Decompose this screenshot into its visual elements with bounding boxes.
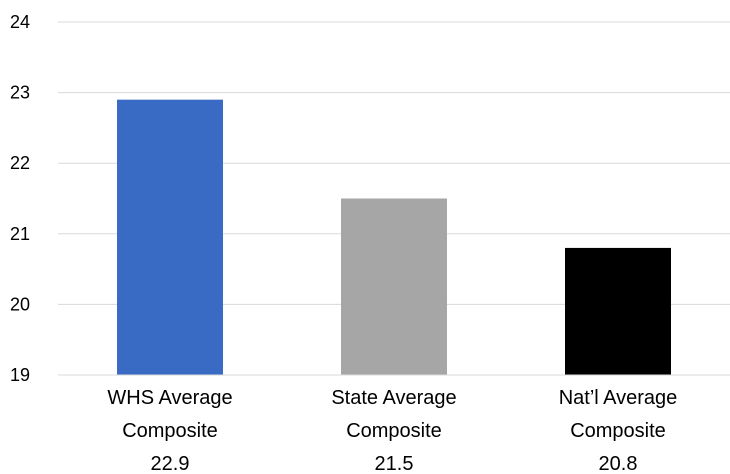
bar — [565, 247, 671, 375]
bar-value-label: 21.5 — [375, 453, 414, 474]
x-category-label: WHS Average — [107, 387, 232, 409]
bar-value-label: 22.9 — [151, 453, 190, 474]
y-axis-tick-labels: 19 20 21 22 23 24 — [10, 12, 30, 385]
bars — [117, 99, 671, 375]
y-tick-label: 23 — [10, 83, 30, 103]
x-category-label: Composite — [346, 420, 442, 442]
bar-value-label: 20.8 — [599, 453, 638, 474]
x-category-label: State Average — [331, 387, 456, 409]
y-tick-label: 20 — [10, 294, 30, 314]
bar — [117, 99, 223, 375]
y-tick-label: 22 — [10, 153, 30, 173]
x-category-label: Nat’l Average — [559, 387, 678, 409]
x-category-label: Composite — [570, 420, 666, 442]
y-tick-label: 19 — [10, 365, 30, 385]
x-category-label: Composite — [122, 420, 218, 442]
x-axis-category-labels: WHS Average Composite 22.9 State Average Com… — [107, 387, 677, 474]
bar — [341, 198, 447, 375]
y-tick-label: 21 — [10, 224, 30, 244]
y-tick-label: 24 — [10, 12, 30, 32]
